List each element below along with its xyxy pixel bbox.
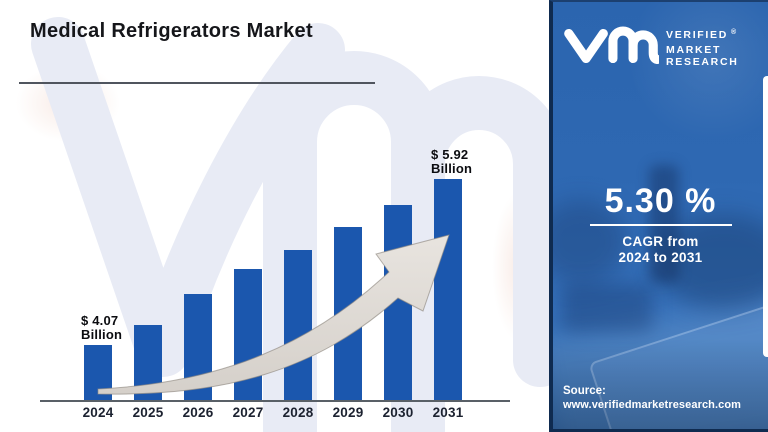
vm-monogram-icon [564,26,659,64]
x-axis-line [40,400,510,402]
right-edge-accent [763,76,768,357]
photo-bottom-fade [553,339,768,429]
x-tick-label-2029: 2029 [332,405,364,420]
source-label: Source: [563,385,606,397]
x-tick-label-2031: 2031 [432,405,464,420]
bar-2031 [434,179,462,401]
cagr-divider [589,224,732,226]
value-label-2024: $ 4.07 Billion [81,313,123,342]
cagr-value: 5.30 % [604,182,717,220]
brand-name-line: VERIFIED ® [666,29,737,41]
source-block: Source: www.verifiedmarketresearch.com [563,384,741,412]
cagr-caption-line: 2024 to 2031 [618,250,703,265]
cagr-caption-line: CAGR from [622,234,699,249]
bar-2028 [284,250,312,401]
growth-arrow-icon [97,234,450,395]
vmr-watermark-icon [31,17,550,432]
x-tick-label-2025: 2025 [132,405,164,420]
x-tick-label-2028: 2028 [282,405,314,420]
photo-glare-shape [628,2,768,142]
chart-section: Medical Refrigerators Market 2024 2025 202… [16,17,550,432]
photo-hand-shape [656,214,768,310]
title-underline [19,82,375,84]
source-url-link[interactable]: www.verifiedmarketresearch.com [563,399,742,411]
value-label-2031: $ 5.92 Billion [431,147,473,176]
vmr-logo: VERIFIED ® MARKET RESEARCH [563,26,739,69]
page-title: Medical Refrigerators Market [30,20,313,42]
brand-name-line: RESEARCH [666,56,739,68]
cagr-caption: CAGR from 2024 to 2031 [553,234,768,266]
x-tick-label-2027: 2027 [232,405,264,420]
x-tick-label-2026: 2026 [182,405,214,420]
brand-name: VERIFIED ® MARKET RESEARCH [666,26,739,69]
photo-pills-shape [561,284,653,332]
x-tick-label-2030: 2030 [382,405,414,420]
brand-name-line: MARKET [666,43,722,56]
brand-panel: VERIFIED ® MARKET RESEARCH 5.30 % CAGR fr… [549,0,768,432]
cagr-block: 5.30 % CAGR from 2024 to 2031 [553,183,768,266]
x-tick-label-2024: 2024 [82,405,114,420]
registered-trademark: ® [731,29,737,36]
photo-hand-shape [553,200,627,284]
